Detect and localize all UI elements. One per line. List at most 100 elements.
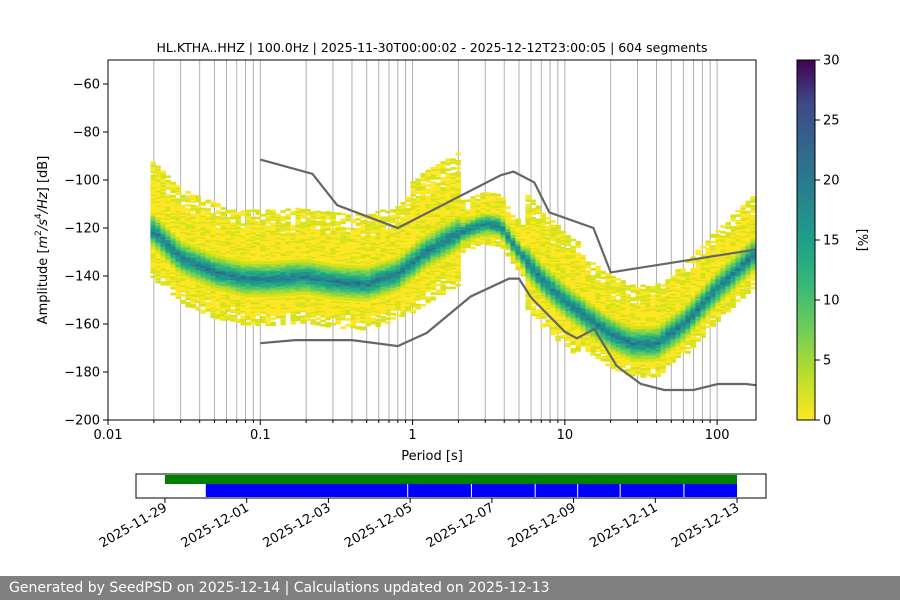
psd-cell xyxy=(350,273,356,277)
psd-cell xyxy=(380,289,386,293)
psd-cell xyxy=(225,241,231,245)
psd-cell xyxy=(515,218,521,222)
psd-cell xyxy=(290,233,296,237)
psd-cell xyxy=(220,227,226,231)
psd-cell xyxy=(305,239,311,242)
psd-cell xyxy=(470,211,476,215)
psd-cell xyxy=(160,242,166,246)
psd-cell xyxy=(255,244,261,247)
psd-cell xyxy=(455,220,461,224)
psd-cell xyxy=(220,238,226,242)
psd-cell xyxy=(360,270,366,273)
psd-cell xyxy=(410,281,416,285)
psd-cell xyxy=(340,287,346,291)
psd-cell xyxy=(425,189,431,193)
psd-cell xyxy=(300,279,306,283)
psd-cell xyxy=(205,257,211,260)
psd-cell xyxy=(450,215,456,219)
psd-cell xyxy=(475,194,481,198)
psd-cell xyxy=(170,249,176,253)
psd-cell xyxy=(525,307,531,310)
psd-cell xyxy=(280,295,286,298)
psd-cell xyxy=(230,271,236,275)
psd-cell xyxy=(455,241,461,245)
psd-cell xyxy=(325,301,331,305)
psd-cell xyxy=(230,262,236,266)
psd-cell xyxy=(415,284,421,288)
psd-cell xyxy=(245,307,251,311)
psd-cell xyxy=(430,260,436,264)
psd-cell xyxy=(425,266,431,269)
psd-cell xyxy=(155,264,161,268)
psd-cell xyxy=(160,269,166,273)
psd-cell xyxy=(290,304,296,308)
psd-cell xyxy=(410,260,416,263)
psd-cell xyxy=(190,259,196,263)
psd-cell xyxy=(230,235,236,239)
psd-cell xyxy=(215,234,221,238)
psd-cell xyxy=(200,280,206,284)
psd-cell xyxy=(220,211,226,215)
psd-cell xyxy=(365,300,371,304)
psd-cell xyxy=(180,250,186,254)
psd-cell xyxy=(180,249,186,253)
psd-cell xyxy=(370,261,376,265)
psd-cell xyxy=(390,236,396,240)
psd-cell xyxy=(290,313,296,316)
psd-cell xyxy=(390,219,396,222)
psd-cell xyxy=(370,271,376,275)
psd-cell xyxy=(260,293,266,296)
psd-cell xyxy=(425,222,431,226)
psd-cell xyxy=(320,266,326,269)
psd-cell xyxy=(270,223,276,227)
psd-cell xyxy=(450,275,456,278)
psd-cell xyxy=(310,319,316,322)
psd-cell xyxy=(445,236,451,239)
psd-cell xyxy=(400,291,406,294)
psd-cell xyxy=(405,197,411,201)
psd-cell xyxy=(410,221,416,225)
psd-cell xyxy=(295,301,301,305)
psd-cell xyxy=(160,192,166,195)
psd-cell xyxy=(435,188,441,192)
psd-cell xyxy=(525,216,531,220)
psd-cell xyxy=(330,237,336,241)
psd-cell xyxy=(360,280,366,283)
psd-cell xyxy=(410,286,416,289)
psd-cell xyxy=(230,301,236,305)
psd-cell xyxy=(440,205,446,209)
psd-cell xyxy=(180,222,186,225)
psd-cell xyxy=(385,307,391,310)
psd-cell xyxy=(220,217,226,220)
psd-cell xyxy=(380,246,386,250)
psd-cell xyxy=(390,302,396,306)
psd-cell xyxy=(150,197,156,201)
psd-cell xyxy=(290,244,296,247)
psd-cell xyxy=(265,304,271,308)
psd-cell xyxy=(440,263,446,267)
psd-cell xyxy=(210,250,216,254)
psd-cell xyxy=(260,231,266,234)
psd-cell xyxy=(310,211,316,214)
psd-cell xyxy=(150,203,156,206)
psd-cell xyxy=(445,205,451,209)
psd-cell xyxy=(530,248,536,252)
psd-cell xyxy=(435,247,441,251)
psd-cell xyxy=(170,213,176,217)
psd-cell xyxy=(360,281,366,285)
psd-cell xyxy=(245,301,251,305)
psd-cell xyxy=(175,198,181,201)
psd-cell xyxy=(370,267,376,270)
psd-cell xyxy=(185,227,191,230)
psd-cell xyxy=(420,247,426,251)
psd-cell xyxy=(515,267,521,271)
psd-cell xyxy=(160,275,166,279)
psd-cell xyxy=(320,293,326,297)
psd-cell xyxy=(210,275,216,278)
psd-cell xyxy=(445,211,451,215)
psd-cell xyxy=(475,237,481,241)
psd-cell xyxy=(220,233,226,236)
psd-cell xyxy=(210,302,216,306)
psd-cell xyxy=(155,277,161,281)
psd-cell xyxy=(200,262,206,265)
